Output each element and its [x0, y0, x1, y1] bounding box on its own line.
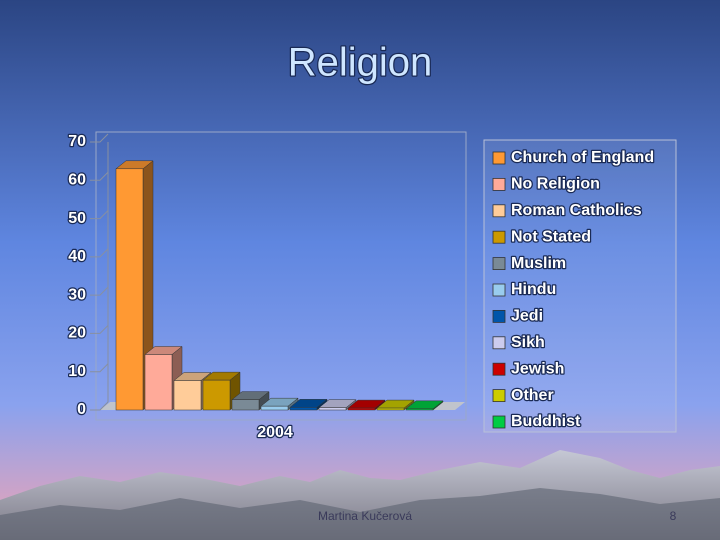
- y-tick-label: 10: [68, 363, 86, 380]
- y-tick-label: 40: [68, 248, 86, 265]
- bar-front: [347, 407, 376, 411]
- legend-label: No Religion: [511, 176, 600, 193]
- legend-label: Roman Catholics: [511, 202, 642, 219]
- bar-front: [405, 408, 434, 411]
- y-tick: [90, 171, 109, 181]
- bar: [405, 400, 444, 411]
- legend-swatch: [492, 151, 506, 165]
- bar: [173, 371, 212, 411]
- bar-front: [173, 380, 202, 411]
- y-tick-label: 60: [68, 172, 86, 189]
- y-tick-label: 50: [68, 210, 86, 227]
- bar: [202, 371, 241, 411]
- legend-swatch: [492, 204, 506, 218]
- legend-swatch: [492, 362, 506, 376]
- bar-front: [318, 407, 347, 411]
- y-tick: [90, 248, 109, 258]
- page-number: 8: [670, 509, 677, 523]
- bar-front: [144, 354, 173, 411]
- footer-author: Martina Kučerová: [318, 509, 412, 523]
- bar-front: [231, 399, 260, 411]
- legend-swatch: [492, 309, 506, 323]
- y-tick-label: 20: [68, 325, 86, 342]
- bar-front: [202, 379, 231, 411]
- legend-swatch: [492, 230, 506, 244]
- y-tick: [90, 286, 109, 296]
- legend-swatch: [492, 283, 506, 297]
- bar: [347, 399, 386, 411]
- legend-label: Not Stated: [511, 228, 591, 245]
- legend-label: Hindu: [511, 281, 556, 298]
- legend-swatch: [492, 177, 506, 191]
- bar-front: [260, 405, 289, 411]
- y-tick: [90, 401, 109, 411]
- legend-swatch: [492, 415, 506, 429]
- legend-label: Jedi: [511, 308, 543, 325]
- legend-label: Other: [511, 387, 554, 404]
- legend-swatch: [492, 257, 506, 271]
- legend-box: [483, 139, 677, 433]
- legend-label: Sikh: [511, 334, 545, 351]
- plot-frame: [95, 131, 467, 421]
- y-tick-label: 0: [77, 401, 86, 418]
- y-tick: [90, 133, 109, 143]
- legend-label: Jewish: [511, 360, 564, 377]
- bar-front: [376, 407, 405, 411]
- legend-swatch: [492, 389, 506, 403]
- legend-label: Church of England: [511, 149, 654, 166]
- y-tick: [90, 363, 109, 373]
- bar-front: [289, 407, 318, 411]
- y-tick: [90, 325, 109, 334]
- chart-title: Religion: [288, 41, 433, 85]
- y-tick: [90, 210, 109, 220]
- bar-front: [115, 168, 144, 411]
- y-tick-label: 30: [68, 286, 86, 303]
- legend-swatch: [492, 336, 506, 350]
- x-tick-label: 2004: [257, 424, 293, 441]
- legend-label: Buddhist: [511, 413, 581, 430]
- legend-label: Muslim: [511, 255, 566, 272]
- bar: [231, 391, 270, 411]
- y-tick-label: 70: [68, 133, 86, 150]
- bar: [376, 399, 415, 411]
- mountains-front: [0, 488, 720, 540]
